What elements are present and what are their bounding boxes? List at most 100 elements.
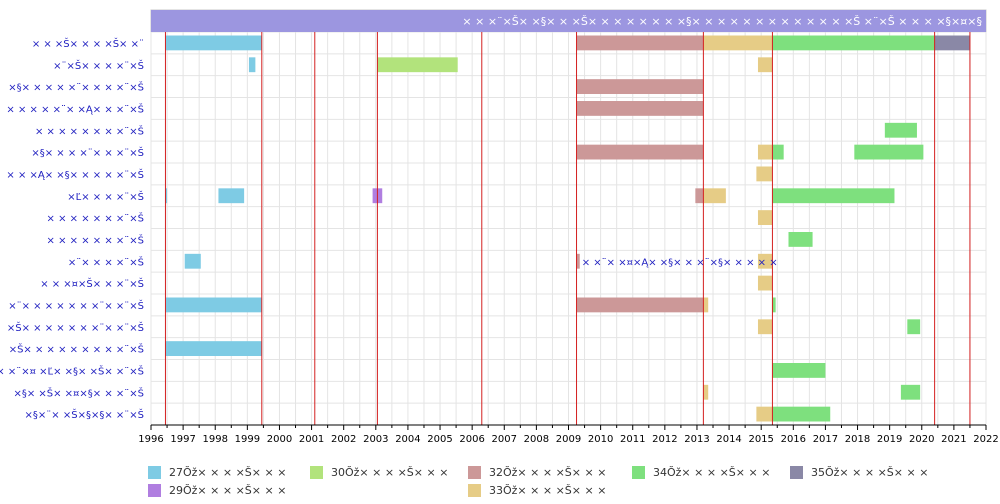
x-tick-label: 2022	[973, 434, 998, 445]
legend-swatch	[310, 465, 323, 479]
title-banner: × × ×¨×Š× ×§× × ×Š× × × × × × × ×§× × × …	[151, 10, 986, 32]
bar	[772, 188, 895, 204]
legend-item: 27Ŏž× × × ×Š× × ×	[148, 464, 286, 480]
bar	[576, 35, 704, 51]
bar	[934, 35, 970, 51]
row-labels: × × ×Š× × × ×Š× ×¨ ×¨×Š× × × ×¨×Š ×§× × × …	[0, 37, 144, 421]
bar	[884, 122, 917, 138]
bar	[576, 101, 704, 116]
bar	[576, 253, 580, 269]
legend-label: 27Ŏž× × × ×Š× × ×	[169, 465, 287, 479]
x-tick-label: 2004	[395, 434, 420, 445]
legend-label: 33Ŏž× × × ×Š× × ×	[489, 483, 607, 497]
row-label: × × × × × × ×¨×Š	[47, 233, 144, 246]
bar	[788, 232, 813, 247]
bar	[165, 297, 262, 313]
bar	[703, 35, 773, 51]
row-label: × × ×Š× × × ×Š× ×¨	[32, 37, 144, 50]
row-label: × × ×Ą× ×§× × × × ×¨×Š	[6, 168, 144, 181]
x-tick-label: 2015	[748, 434, 773, 445]
legend-label: 35Ŏž× × × ×Š× × ×	[811, 465, 929, 479]
legend-item: 29Ŏž× × × ×Š× × ×	[148, 482, 286, 498]
bar	[218, 188, 245, 204]
legend-item: 32Ŏž× × × ×Š× × ×	[468, 464, 606, 480]
row-label: × × × × × × × ×¨×Š	[35, 124, 144, 137]
legend-item: 33Ŏž× × × ×Š× × ×	[468, 482, 606, 498]
x-tick-label: 2008	[524, 434, 549, 445]
x-tick-label: 2011	[620, 434, 645, 445]
legend-label: 32Ŏž× × × ×Š× × ×	[489, 465, 607, 479]
row-label: ×¨× × × ×¨×Š	[68, 255, 144, 268]
x-tick-label: 2021	[941, 434, 966, 445]
legend-swatch	[148, 483, 161, 497]
x-tick-label: 2009	[556, 434, 581, 445]
x-tick-label: 2006	[459, 434, 484, 445]
row-label: ×Ľ× × × ×¨×Š	[67, 190, 144, 203]
bar	[165, 188, 168, 204]
bar	[772, 363, 826, 378]
x-tick-label: 2019	[877, 434, 902, 445]
bar	[772, 406, 831, 422]
bar	[703, 188, 726, 204]
bar	[854, 144, 924, 160]
legend-swatch	[468, 483, 481, 497]
row-label: × × ×¨×¤ ×Ľ× ×§× ×Š× ×¨×Š	[0, 364, 144, 377]
annotations: × ×¨× ×¤×Ą× ×§× × ×¨×§× × × × ×	[582, 257, 778, 268]
bar	[377, 57, 458, 73]
grid	[150, 9, 987, 426]
bars	[165, 35, 970, 422]
x-tick-label: 1996	[138, 434, 163, 445]
x-tick-label: 2014	[716, 434, 741, 445]
bar	[703, 297, 709, 313]
legend-swatch	[632, 465, 645, 479]
title-banner-bg	[151, 10, 986, 32]
bar	[757, 210, 773, 225]
bar	[248, 57, 256, 73]
bar	[757, 144, 773, 160]
legend-label: 34Ŏž× × × ×Š× × ×	[653, 465, 771, 479]
row-label: ×§×¨× ×Š×§×§× ×¨×Š	[25, 408, 144, 421]
row-label: × × × × ×¨× ×Ą× × ×¨×Š	[6, 102, 144, 115]
bar	[703, 384, 709, 400]
row-label: ×§× ×Š× ×¤×§× × ×¨×Š	[13, 386, 144, 399]
x-tick-label: 1998	[203, 434, 228, 445]
row-label: ×Š× × × × × × × × ×¨×Š	[9, 343, 144, 356]
bar	[757, 275, 773, 291]
row-label: ×Š× × × × × × ×¨× ×¨×Š	[7, 321, 144, 334]
x-tick-label: 1999	[235, 434, 260, 445]
bar	[772, 35, 935, 51]
bar	[165, 341, 262, 356]
row-label: ×§× × × ×¨× × ×¨×Š	[31, 146, 144, 159]
x-tick-label: 2007	[492, 434, 517, 445]
x-tick-label: 2017	[813, 434, 838, 445]
x-tick-label: 1997	[170, 434, 195, 445]
bar	[772, 297, 776, 313]
bar	[756, 166, 773, 182]
legend: 27Ŏž× × × ×Š× × × 30Ŏž× × × ×Š× × × 32Ŏž× …	[148, 464, 988, 502]
x-tick-label: 2010	[588, 434, 613, 445]
bar	[900, 384, 921, 400]
legend-swatch	[468, 465, 481, 479]
legend-item: 30Ŏž× × × ×Š× × ×	[310, 464, 448, 480]
x-tick-label: 2003	[363, 434, 388, 445]
legend-item: 35Ŏž× × × ×Š× × ×	[790, 464, 928, 480]
bar	[576, 144, 704, 160]
row-label: ×§× × × × ×¨× × × ×¨×Š	[8, 81, 144, 94]
x-tick-label: 2018	[845, 434, 870, 445]
bar	[165, 35, 262, 51]
legend-label: 30Ŏž× × × ×Š× × ×	[331, 465, 449, 479]
bar	[757, 253, 773, 269]
bar	[757, 319, 773, 335]
legend-label: 29Ŏž× × × ×Š× × ×	[169, 483, 287, 497]
bar	[757, 57, 773, 73]
row-label: ×¨×Š× × × ×¨×Š	[53, 59, 144, 72]
x-tick-label: 2000	[267, 434, 292, 445]
x-axis: 1996 1997 1998 1999 2000 2001 2002 2003 2004 2005…	[138, 424, 999, 445]
bar	[576, 79, 704, 94]
bar	[756, 406, 773, 422]
x-tick-label: 2013	[684, 434, 709, 445]
bar	[576, 297, 704, 313]
x-tick-label: 2012	[652, 434, 677, 445]
timeline-chart: × × ×¨×Š× ×§× × ×Š× × × × × × × ×§× × × …	[0, 9, 999, 445]
x-tick-label: 2016	[781, 434, 806, 445]
